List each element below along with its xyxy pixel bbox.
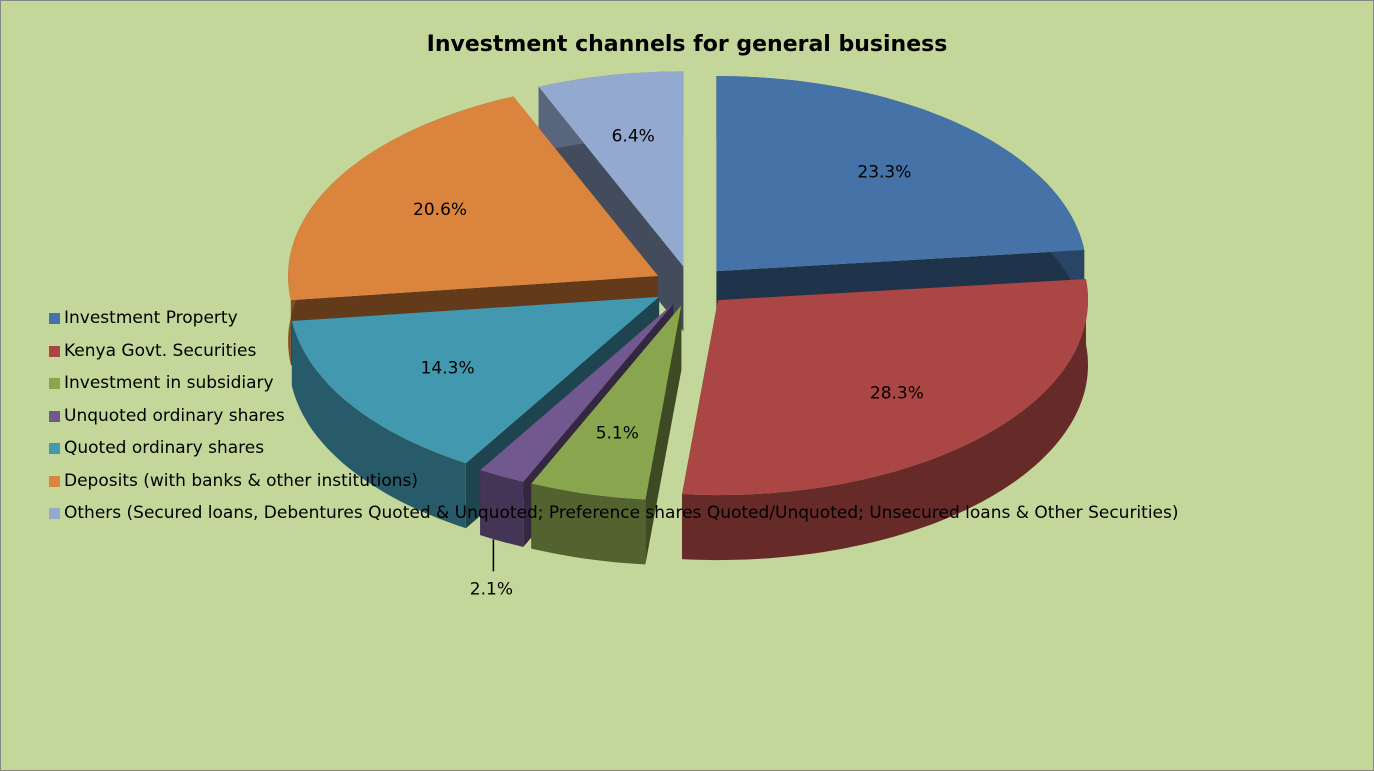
legend-label: Kenya Govt. Securities xyxy=(64,340,257,361)
chart-title: Investment channels for general business xyxy=(427,32,948,57)
slice-top xyxy=(291,296,660,464)
slice-top xyxy=(531,305,682,500)
legend-item: Deposits (with banks & other institution… xyxy=(49,470,1189,492)
data-label: 2.1% xyxy=(470,579,513,599)
legend-item: Investment in subsidiary xyxy=(49,372,1189,394)
data-label: 20.6% xyxy=(413,200,467,220)
slice-wall xyxy=(480,470,524,547)
legend-label: Investment Property xyxy=(64,308,238,328)
slice xyxy=(531,305,682,565)
slice-wall xyxy=(291,321,466,529)
legend-swatch xyxy=(49,475,60,487)
legend-swatch xyxy=(49,345,60,357)
slice-side xyxy=(480,303,674,536)
legend-item: Unquoted ordinary shares xyxy=(49,405,1189,427)
slice-top xyxy=(682,279,1088,496)
slice-top xyxy=(716,76,1085,272)
legend-label: Unquoted ordinary shares xyxy=(64,405,285,426)
legend-label: Investment in subsidiary xyxy=(64,373,274,393)
legend-swatch xyxy=(49,378,60,389)
legend-label: Deposits (with banks & other institution… xyxy=(64,470,419,491)
data-label: 14.3% xyxy=(421,359,475,379)
data-label: 6.4% xyxy=(612,126,655,146)
slice-wall xyxy=(531,483,646,565)
legend-item: Kenya Govt. Securities xyxy=(49,340,1189,362)
slice-wall xyxy=(682,279,1088,561)
data-label: 28.3% xyxy=(870,383,924,403)
legend-item: Investment Property xyxy=(49,307,1189,329)
slice-top xyxy=(288,96,659,301)
legend-item: Others (Secured loans, Debentures Quoted… xyxy=(49,502,1189,524)
legend-item: Quoted ordinary shares xyxy=(49,437,1189,459)
legend-swatch xyxy=(49,410,60,422)
legend-label: Quoted ordinary shares xyxy=(64,438,265,458)
data-label: 23.3% xyxy=(857,162,911,182)
legend: Investment Property Kenya Govt. Securitie… xyxy=(49,307,1189,535)
data-label: 5.1% xyxy=(596,424,639,444)
legend-label: Others (Secured loans, Debentures Quoted… xyxy=(64,503,1179,523)
legend-swatch xyxy=(49,313,60,324)
legend-swatch xyxy=(49,443,60,454)
slice-top xyxy=(538,71,684,267)
legend-swatch xyxy=(49,508,60,519)
slice xyxy=(682,279,1088,561)
slice-top xyxy=(480,303,674,482)
